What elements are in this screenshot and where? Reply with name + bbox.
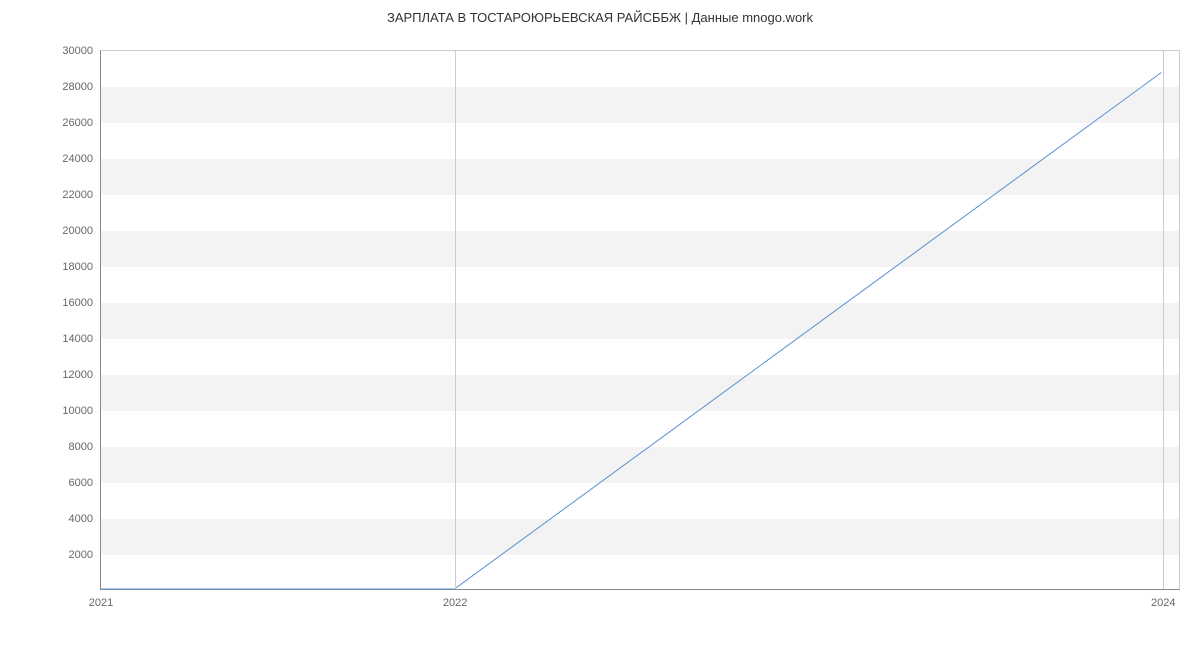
salary-line	[101, 73, 1161, 589]
y-tick-label: 18000	[62, 261, 93, 273]
y-tick-label: 24000	[62, 153, 93, 165]
y-tick-label: 28000	[62, 81, 93, 93]
x-tick-label: 2024	[1151, 597, 1175, 609]
x-tick-label: 2021	[89, 597, 113, 609]
line-series	[101, 51, 1179, 589]
y-tick-label: 26000	[62, 117, 93, 129]
y-tick-label: 14000	[62, 333, 93, 345]
y-tick-label: 4000	[69, 513, 93, 525]
y-tick-label: 2000	[69, 549, 93, 561]
x-gridline	[1163, 51, 1164, 589]
y-tick-label: 20000	[62, 225, 93, 237]
y-tick-label: 30000	[62, 45, 93, 57]
y-tick-label: 10000	[62, 405, 93, 417]
y-tick-label: 6000	[69, 477, 93, 489]
y-tick-label: 22000	[62, 189, 93, 201]
y-tick-label: 12000	[62, 369, 93, 381]
y-tick-label: 8000	[69, 441, 93, 453]
chart-container: ЗАРПЛАТА В ТОСТАРОЮРЬЕВСКАЯ РАЙСББЖ | Да…	[0, 0, 1200, 650]
plot-area: 2000400060008000100001200014000160001800…	[100, 50, 1180, 590]
x-tick-label: 2022	[443, 597, 467, 609]
y-tick-label: 16000	[62, 297, 93, 309]
chart-title: ЗАРПЛАТА В ТОСТАРОЮРЬЕВСКАЯ РАЙСББЖ | Да…	[0, 10, 1200, 25]
x-gridline	[455, 51, 456, 589]
